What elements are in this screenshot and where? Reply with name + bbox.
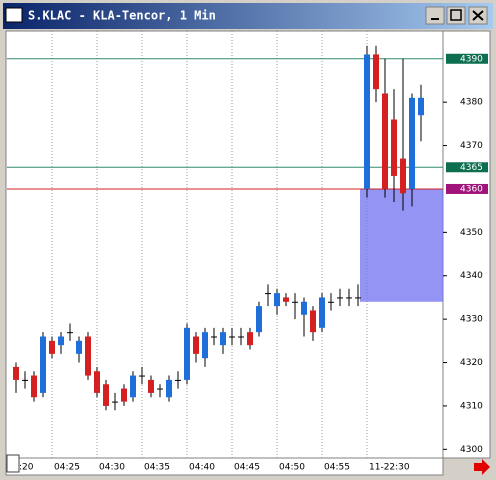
x-tick-label: 04:45 xyxy=(234,463,260,473)
candle-body xyxy=(364,54,370,189)
candle-body xyxy=(355,297,361,299)
y-tick-label: 4380 xyxy=(460,98,483,108)
candle-body xyxy=(130,375,136,398)
x-tick-label: 04:55 xyxy=(324,463,350,473)
candle-body xyxy=(382,93,388,189)
level-label-box xyxy=(446,53,488,64)
minimize-icon xyxy=(431,18,439,20)
support-zone xyxy=(360,188,443,302)
y-tick-label: 4310 xyxy=(460,401,483,411)
candle-body xyxy=(67,332,73,334)
candle-body xyxy=(319,297,325,328)
candle-body xyxy=(409,97,415,189)
candle-body xyxy=(121,388,127,402)
scroll-box[interactable] xyxy=(6,454,20,473)
window-title: S.KLAC - KLA-Tencor, 1 Min xyxy=(28,9,216,23)
candle-body xyxy=(211,336,217,338)
app-icon xyxy=(5,7,23,23)
candle-body xyxy=(31,375,37,398)
chart: 4300 4310 4320 4330 4340 4350 4370 4380 :20 04:25… xyxy=(7,31,488,473)
candle-body xyxy=(184,327,190,380)
candle-body xyxy=(256,306,262,333)
window-buttons[interactable] xyxy=(425,6,488,25)
candle-body xyxy=(85,336,91,376)
level-label: 4365 xyxy=(460,163,483,173)
time-axis xyxy=(5,457,444,476)
candle-body xyxy=(391,119,397,176)
candle-body xyxy=(292,301,298,303)
maximize-icon xyxy=(450,9,462,21)
candle-body xyxy=(400,158,406,194)
candle-body xyxy=(193,336,199,354)
candle-body xyxy=(373,54,379,90)
candle-body xyxy=(328,301,334,303)
candle-body xyxy=(13,366,19,380)
candle-body xyxy=(202,332,208,359)
candle-body xyxy=(22,379,28,381)
candle-body xyxy=(49,340,55,354)
candle-body xyxy=(40,336,46,393)
level-label: 4360 xyxy=(460,184,483,194)
candle-body xyxy=(346,297,352,299)
candle-body xyxy=(94,371,100,393)
y-tick-label: 4320 xyxy=(460,358,483,368)
candle-body xyxy=(310,310,316,333)
candle-body xyxy=(337,297,343,299)
x-tick-label: 04:35 xyxy=(144,463,170,473)
candle-body xyxy=(265,293,271,295)
x-tick-label: 04:40 xyxy=(189,463,215,473)
close-icon xyxy=(472,10,484,21)
y-tick-label: 4350 xyxy=(460,228,483,238)
price-axis xyxy=(442,30,491,459)
candle-body xyxy=(229,336,235,338)
y-tick-label: 4300 xyxy=(460,445,483,455)
y-tick-label: 4340 xyxy=(460,271,483,281)
candle-body xyxy=(166,379,172,398)
level-label: 4390 xyxy=(460,54,483,64)
candle-body xyxy=(103,384,109,406)
scroll-right-arrow[interactable] xyxy=(474,459,490,475)
x-tick-label: :20 xyxy=(19,463,34,473)
candle-body xyxy=(76,340,82,354)
candle-body xyxy=(112,401,118,403)
x-tick-label: 04:50 xyxy=(279,463,305,473)
candle-body xyxy=(247,332,253,346)
candle-body xyxy=(157,388,163,390)
x-tick-label: 04:30 xyxy=(99,463,125,473)
candle-body xyxy=(175,379,181,381)
title-bar xyxy=(3,3,493,29)
candle-body xyxy=(139,375,145,377)
minimize-button[interactable] xyxy=(425,6,445,25)
x-tick-label: 11-22:30 xyxy=(369,463,410,473)
y-tick-label: 4370 xyxy=(460,141,483,151)
candle-body xyxy=(274,293,280,307)
candle-body xyxy=(301,301,307,315)
candle-body xyxy=(238,336,244,338)
candle-body xyxy=(220,332,226,346)
candle-body xyxy=(418,97,424,116)
level-label-box xyxy=(446,162,488,173)
candle-body xyxy=(283,297,289,302)
candle-body xyxy=(148,379,154,393)
candle-body xyxy=(58,336,64,346)
level-label-box xyxy=(446,183,488,194)
x-tick-label: 04:25 xyxy=(54,463,80,473)
y-tick-label: 4330 xyxy=(460,315,483,325)
